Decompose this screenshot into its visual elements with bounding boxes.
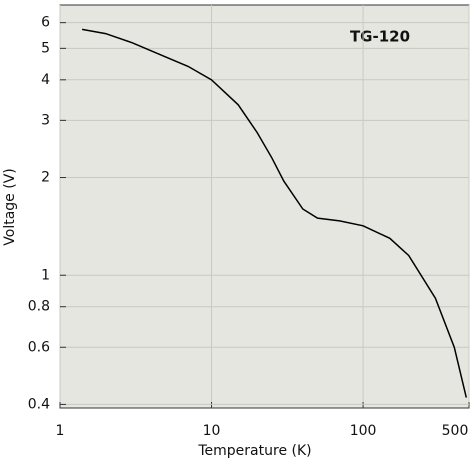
x-tick-label: 10 (203, 423, 221, 439)
y-tick-label: 2 (41, 170, 50, 186)
y-tick-label: 0.6 (28, 339, 50, 355)
y-tick-label: 0.4 (28, 396, 50, 412)
x-axis-label: Temperature (K) (197, 443, 311, 459)
y-tick-label: 0.8 (28, 299, 50, 315)
x-tick-label: 1 (56, 423, 65, 439)
y-tick-label: 4 (41, 72, 50, 88)
x-tick-label: 100 (350, 423, 377, 439)
annotation: TG-120 (350, 28, 410, 46)
y-tick-label: 3 (41, 112, 50, 128)
data-line (81, 28, 468, 398)
x-tick-label: 500 (442, 423, 469, 439)
y-tick-label: 1 (41, 267, 50, 283)
y-tick-label: 5 (41, 40, 50, 56)
plot-area (59, 4, 470, 409)
y-axis-label: Voltage (V) (2, 168, 18, 245)
y-tick-label: 6 (41, 15, 50, 31)
